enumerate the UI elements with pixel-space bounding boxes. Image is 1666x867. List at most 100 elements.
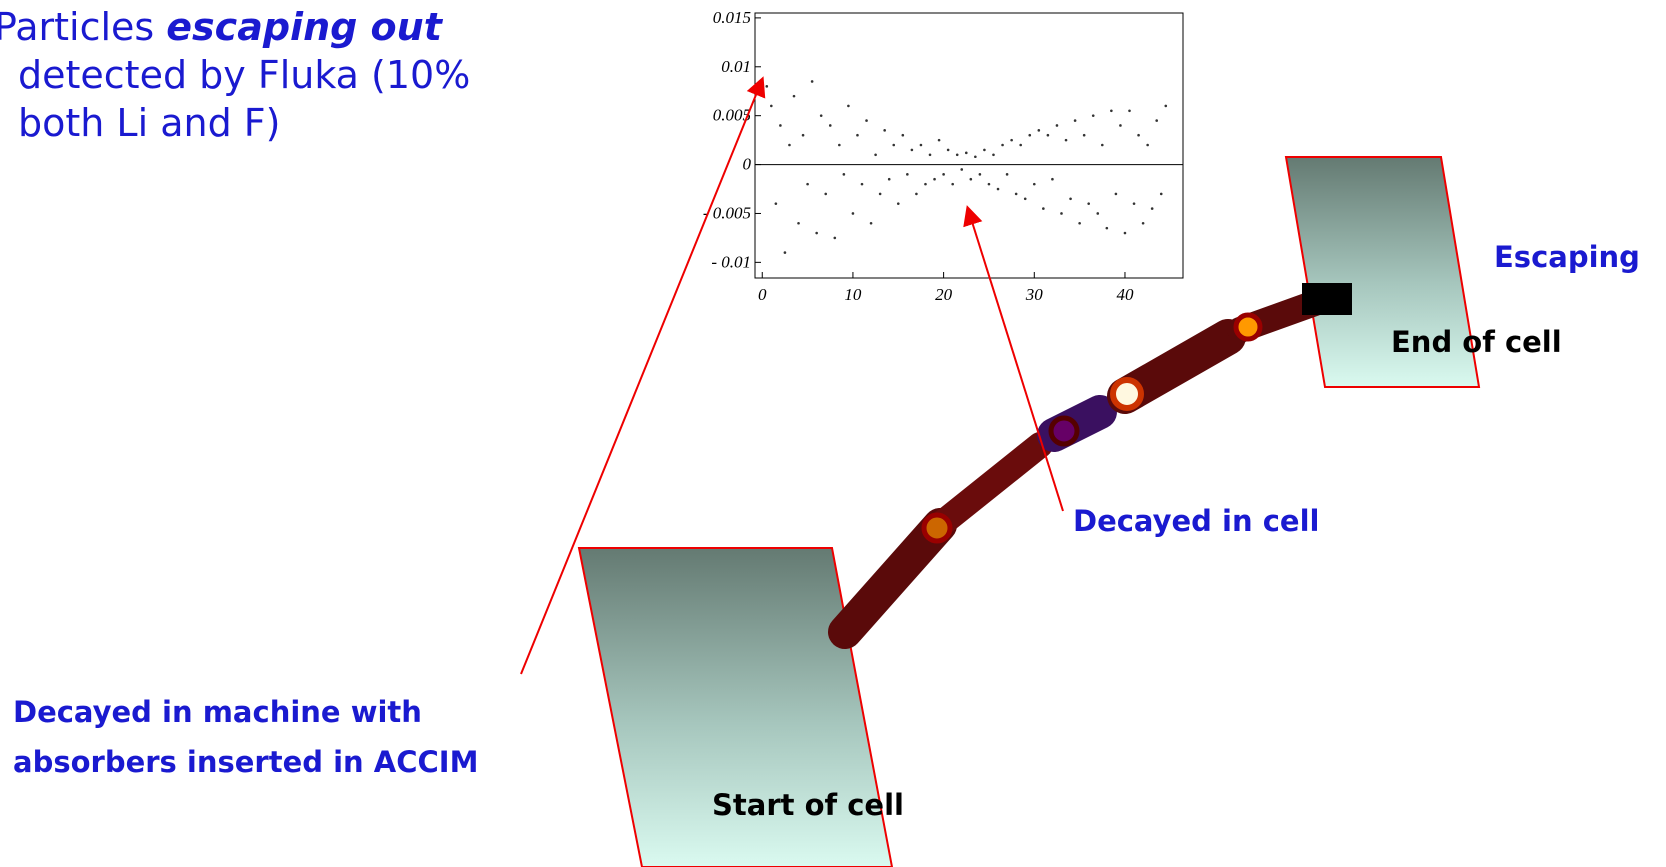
point [992, 153, 995, 156]
point [1106, 227, 1109, 230]
intro-line: detected by Fluka (10% [18, 53, 470, 97]
point [775, 202, 778, 205]
label: Decayed in machine with [13, 695, 422, 729]
y-tick-label: - 0.01 [711, 252, 751, 271]
point [1101, 144, 1104, 147]
point [924, 183, 927, 186]
point [1065, 139, 1068, 142]
point [883, 129, 886, 132]
point [852, 212, 855, 215]
point [1137, 134, 1140, 137]
point [1128, 109, 1131, 112]
point [974, 155, 977, 158]
label: Escaping [1494, 240, 1640, 274]
point [870, 222, 873, 225]
point [970, 178, 973, 181]
point [861, 183, 864, 186]
point [888, 178, 891, 181]
point [879, 193, 882, 196]
point [811, 80, 814, 83]
x-tick-label: 10 [844, 285, 862, 304]
point [1096, 212, 1099, 215]
point [1151, 207, 1154, 210]
intro-line: Particles escaping out [0, 5, 444, 49]
point [806, 183, 809, 186]
point [784, 251, 787, 254]
point [765, 85, 768, 88]
x-tick-label: 0 [758, 285, 767, 304]
x-tick-label: 30 [1025, 285, 1044, 304]
point [1164, 105, 1167, 108]
intro-text: Particles [0, 5, 166, 49]
point [1074, 119, 1077, 122]
y-tick-label: 0 [743, 155, 752, 174]
point [929, 153, 932, 156]
point [847, 105, 850, 108]
point [965, 152, 968, 155]
y-tick-label: 0.015 [713, 8, 751, 27]
point [1160, 193, 1163, 196]
point [1056, 124, 1059, 127]
point [960, 168, 963, 171]
point [1155, 119, 1158, 122]
point [956, 153, 959, 156]
intro-line: both Li and F) [18, 101, 281, 145]
point [1092, 114, 1095, 117]
point [833, 237, 836, 240]
label: Decayed in cell [1073, 504, 1319, 538]
point [1033, 183, 1036, 186]
point [1001, 144, 1004, 147]
point [815, 232, 818, 235]
label: absorbers inserted in ACCIM [13, 745, 478, 779]
point [983, 149, 986, 152]
point [793, 95, 796, 98]
point [797, 222, 800, 225]
point [1042, 207, 1045, 210]
point [1110, 109, 1113, 112]
point [1010, 139, 1013, 142]
point [1060, 212, 1063, 215]
point [770, 105, 773, 108]
point [1006, 173, 1009, 176]
point [947, 149, 950, 152]
x-tick-label: 20 [935, 285, 953, 304]
slide: Particles escaping out detected by Fluka… [0, 0, 1666, 867]
point [1115, 193, 1118, 196]
point [906, 173, 909, 176]
x-tick-label: 40 [1116, 285, 1134, 304]
plot-frame [755, 13, 1183, 278]
point [902, 134, 905, 137]
intro-emphasis: escaping out [166, 5, 443, 49]
point [1087, 202, 1090, 205]
point [1051, 178, 1054, 181]
point [911, 149, 914, 152]
point [1119, 124, 1122, 127]
point [915, 193, 918, 196]
point [829, 124, 832, 127]
point [788, 144, 791, 147]
point [951, 183, 954, 186]
point [838, 144, 841, 147]
label: End of cell [1391, 325, 1562, 359]
point [820, 114, 823, 117]
point [779, 124, 782, 127]
point [1047, 134, 1050, 137]
point [856, 134, 859, 137]
point [824, 193, 827, 196]
point [865, 119, 868, 122]
point [843, 173, 846, 176]
point [1124, 232, 1127, 235]
point [1146, 144, 1149, 147]
point [1142, 222, 1145, 225]
point [1069, 197, 1072, 200]
point [1015, 193, 1018, 196]
point [1133, 202, 1136, 205]
point [942, 173, 945, 176]
point [938, 139, 941, 142]
beam-pipe [845, 283, 1352, 632]
y-tick-label: 0.01 [721, 57, 751, 76]
point [1083, 134, 1086, 137]
point [920, 144, 923, 147]
point [802, 134, 805, 137]
point [1024, 197, 1027, 200]
